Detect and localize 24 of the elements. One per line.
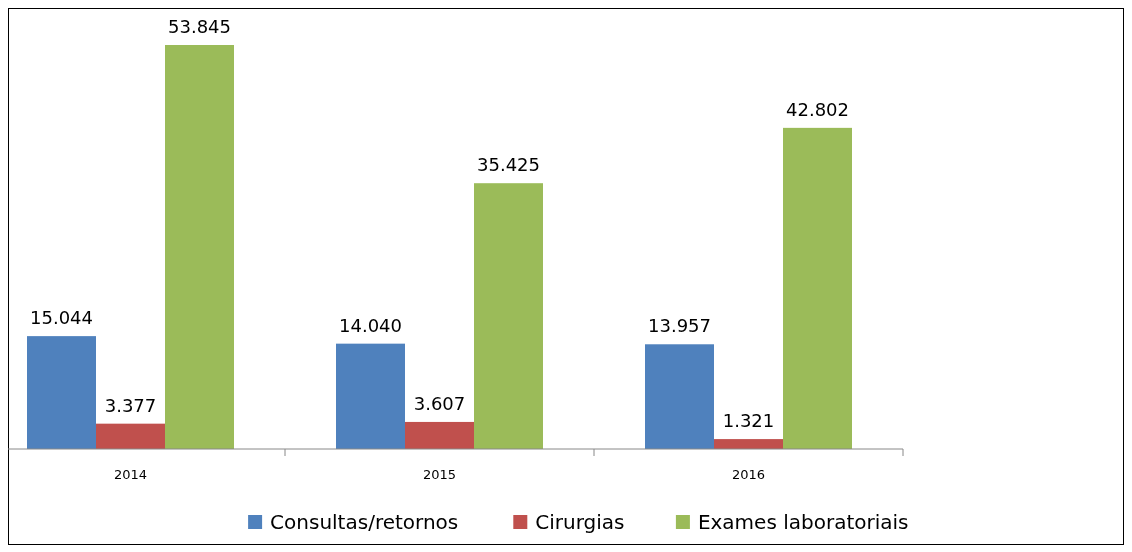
data-label: 3.607	[413, 392, 466, 414]
x-tick-label: 2015	[422, 467, 457, 482]
bar	[714, 439, 783, 449]
data-label: 42.802	[786, 98, 849, 120]
x-tick-label: 2014	[113, 467, 148, 482]
legend-label: Consultas/retornos	[270, 510, 459, 534]
bar	[96, 423, 165, 449]
data-label: 13.957	[648, 315, 711, 337]
legend-label: Cirurgias	[535, 510, 625, 534]
data-label: 15.044	[30, 307, 93, 329]
bar	[474, 183, 543, 449]
bar	[336, 343, 405, 449]
bar	[165, 45, 234, 449]
bar	[783, 127, 852, 449]
x-tick-label: 2016	[731, 467, 766, 482]
legend-label: Exames laboratoriais	[697, 510, 909, 534]
bar	[405, 421, 474, 449]
data-label: 3.377	[104, 394, 157, 416]
data-label: 35.425	[477, 154, 540, 176]
bar	[27, 336, 96, 449]
data-label: 53.845	[168, 16, 231, 37]
data-label: 1.321	[722, 410, 775, 432]
bar	[645, 344, 714, 449]
data-label: 14.040	[339, 314, 402, 336]
